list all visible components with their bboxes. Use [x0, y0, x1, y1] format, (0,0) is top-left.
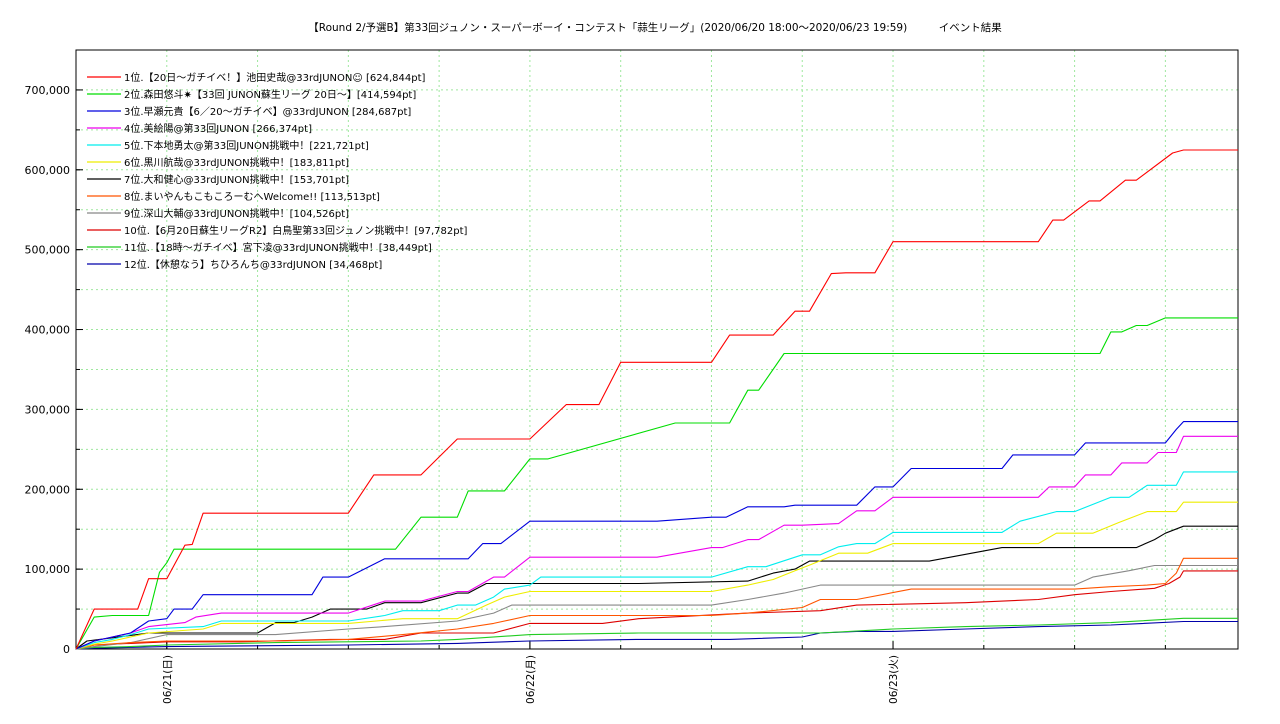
series-line: [75, 149, 1238, 650]
legend-label: 9位.深山大輔@33rdJUNON挑戦中！[104,526pt]: [124, 207, 349, 220]
legend-label: 12位.【休憩なう】ちひろんち@33rdJUNON [34,468pt]: [124, 258, 382, 271]
legend-label: 5位.下本地勇太@第33回JUNON挑戦中！[221,721pt]: [124, 139, 369, 152]
y-tick-label: 500,000: [25, 244, 71, 257]
series-line: [75, 471, 1238, 650]
y-tick-label: 200,000: [25, 483, 71, 496]
series-line: [75, 435, 1238, 650]
plot-frame: [75, 49, 1239, 650]
legend-label: 10位.【6月20日蘇生リーグR2】白鳥聖第33回ジュノン挑戦中！[97,782…: [124, 224, 467, 237]
legend-label: 7位.大和健心@33rdJUNON挑戦中！[153,701pt]: [124, 173, 349, 186]
x-tick-label: 06/22(月): [525, 655, 537, 704]
legend-label: 8位.まいやんもこもころーむへWelcome!! [113,513pt]: [124, 190, 380, 203]
x-axis: 06/21(日) 06/22(月) 06/23(火): [75, 641, 1166, 704]
y-tick-label: 600,000: [25, 164, 71, 177]
series-line: [75, 421, 1238, 650]
series-line: [75, 525, 1238, 650]
legend: 1位.【20日〜ガチイベ！】池田史哉@33rdJUNON☺ [624,844pt…: [87, 71, 467, 271]
series-lines: [75, 149, 1238, 650]
series-line: [75, 317, 1238, 650]
series-line: [75, 620, 1238, 650]
series-line: [75, 501, 1238, 650]
series-line: [75, 564, 1238, 650]
grid: [76, 50, 1238, 649]
y-tick-label: 100,000: [25, 563, 71, 576]
series-line: [75, 557, 1238, 650]
y-tick-label: 700,000: [25, 84, 71, 97]
legend-label: 4位.美絵陽@第33回JUNON [266,374pt]: [124, 122, 312, 135]
legend-label: 2位.森田悠斗✷【33回 JUNON蘇生リーグ 20日〜】[414,594pt]: [124, 88, 416, 101]
y-tick-label: 400,000: [25, 324, 71, 337]
y-tick-label: 0: [63, 643, 70, 656]
legend-label: 6位.黒川航哉@33rdJUNON挑戦中！[183,811pt]: [124, 156, 349, 169]
legend-label: 1位.【20日〜ガチイベ！】池田史哉@33rdJUNON☺ [624,844pt…: [124, 71, 425, 84]
legend-label: 3位.早瀬元貴【6／20〜ガチイベ】@33rdJUNON [284,687pt]: [124, 105, 411, 118]
series-line: [75, 617, 1238, 650]
y-axis: 0 100,000 200,000 300,000 400,000 500,000 600,…: [25, 49, 83, 656]
x-tick-label: 06/23(火): [888, 655, 900, 704]
x-tick-label: 06/21(日): [162, 655, 174, 704]
chart-title: 【Round 2/予選B】第33回ジュノン・スーパーボーイ・コンテスト「蒜生リー…: [308, 21, 1002, 34]
y-tick-label: 300,000: [25, 403, 71, 416]
legend-label: 11位.【18時〜ガチイベ】宮下凌@33rdJUNON挑戦中！[38,449pt…: [124, 241, 432, 254]
